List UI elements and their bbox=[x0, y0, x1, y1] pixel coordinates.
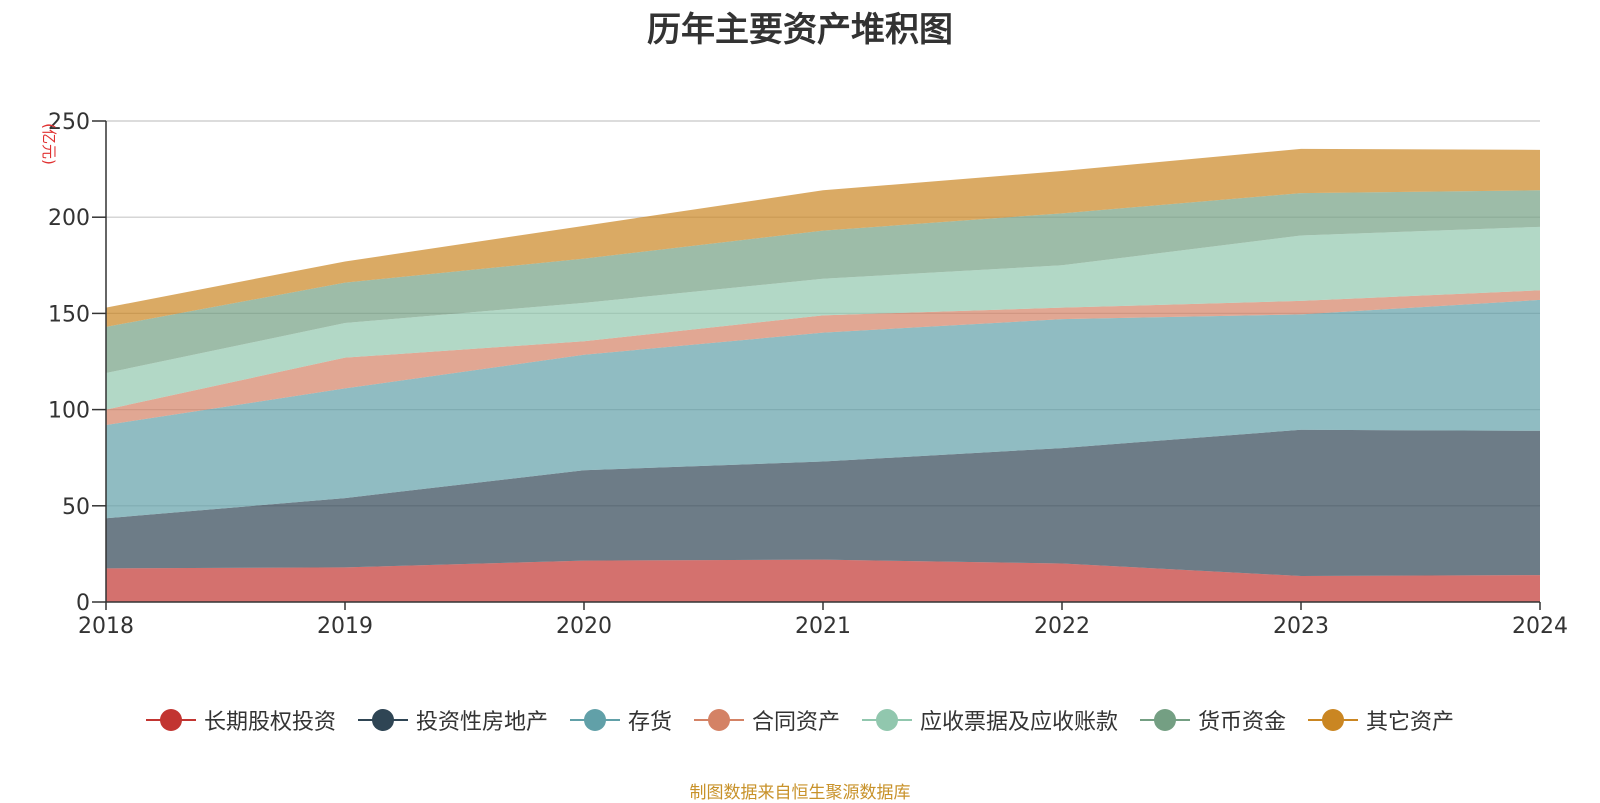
legend-item[interactable]: 存货 bbox=[569, 704, 672, 736]
y-tick-label: 250 bbox=[48, 110, 90, 135]
area-series bbox=[106, 148, 1540, 602]
x-tick-label: 2018 bbox=[78, 614, 134, 639]
legend-label: 合同资产 bbox=[751, 710, 840, 735]
legend-label: 应收票据及应收账款 bbox=[920, 710, 1119, 735]
legend-marker-icon bbox=[357, 709, 408, 731]
legend-label: 投资性房地产 bbox=[415, 710, 548, 735]
legend-item[interactable]: 投资性房地产 bbox=[357, 704, 548, 736]
legend-item[interactable]: 其它资产 bbox=[1308, 704, 1454, 736]
legend-label: 长期股权投资 bbox=[203, 710, 336, 735]
legend-label: 其它资产 bbox=[1366, 710, 1455, 735]
legend-item[interactable]: 长期股权投资 bbox=[145, 704, 336, 736]
legend-marker-icon bbox=[1140, 709, 1191, 731]
area-合同资产 bbox=[106, 290, 1540, 425]
legend-label: 货币资金 bbox=[1198, 710, 1287, 735]
y-tick-label: 100 bbox=[48, 399, 90, 424]
legend-marker-icon bbox=[569, 709, 620, 731]
area-其它资产 bbox=[106, 148, 1540, 327]
y-tick-label: 0 bbox=[76, 591, 90, 616]
area-投资性房地产 bbox=[106, 429, 1540, 577]
chart-title: 历年主要资产堆积图 bbox=[647, 10, 953, 50]
area-应收票据及应收账款 bbox=[106, 226, 1540, 410]
y-tick-label: 50 bbox=[62, 495, 90, 520]
legend-item[interactable]: 合同资产 bbox=[693, 704, 840, 736]
y-tick-label: 200 bbox=[48, 206, 90, 231]
legend-label: 存货 bbox=[627, 710, 672, 735]
area-长期股权投资 bbox=[106, 559, 1540, 602]
source-note: 制图数据来自恒生聚源数据库 bbox=[689, 783, 911, 803]
legend-marker-icon bbox=[862, 709, 912, 731]
legend-marker-icon bbox=[145, 709, 196, 731]
legend-marker-icon bbox=[693, 709, 744, 731]
x-tick-label: 2023 bbox=[1273, 614, 1329, 639]
legend-item[interactable]: 应收票据及应收账款 bbox=[862, 704, 1118, 736]
y-axis-label: (亿元) bbox=[40, 123, 58, 165]
x-tick-label: 2022 bbox=[1034, 614, 1090, 639]
x-tick-label: 2020 bbox=[556, 614, 612, 639]
x-tick-label: 2019 bbox=[317, 614, 373, 639]
area-存货 bbox=[106, 299, 1540, 519]
y-tick-label: 150 bbox=[48, 302, 90, 327]
stacked-area-chart: 0 50 100 150 200 250 2018 2019 2020 2021 2022 2023 2… bbox=[40, 110, 1568, 639]
x-tick-label: 2021 bbox=[795, 614, 851, 639]
legend-marker-icon bbox=[1308, 709, 1359, 731]
legend-item[interactable]: 货币资金 bbox=[1140, 704, 1286, 736]
axes: 0 50 100 150 200 250 2018 2019 2020 2021 2022 2023 2… bbox=[40, 110, 1568, 639]
x-tick-label: 2024 bbox=[1512, 614, 1568, 639]
area-货币资金 bbox=[106, 190, 1540, 374]
legend: 长期股权投资 投资性房地产 存货 合同资产 应收票据及应收账款 货币资金 其它资产 bbox=[0, 704, 1600, 736]
